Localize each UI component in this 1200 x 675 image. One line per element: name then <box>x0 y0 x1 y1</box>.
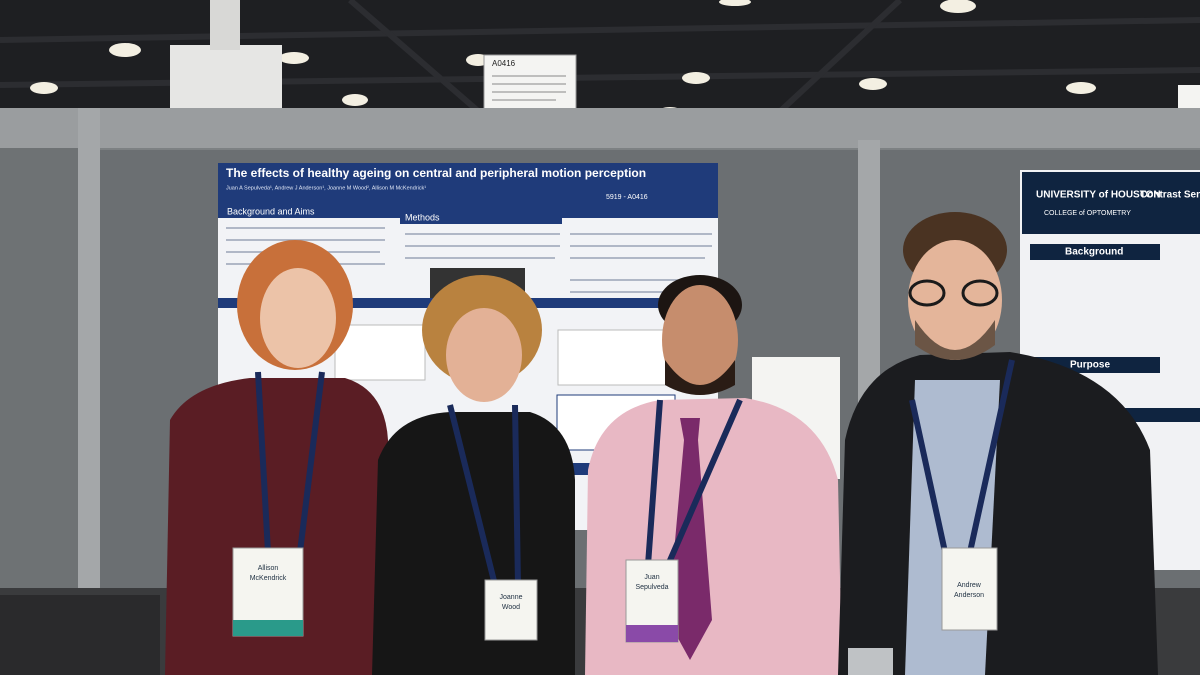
right-poster-header <box>1022 172 1200 234</box>
badge-first: Allison <box>258 565 279 572</box>
panel-post <box>78 108 100 588</box>
panel-top-rail <box>0 108 1200 148</box>
lanyard <box>645 398 743 567</box>
person-body <box>372 412 575 675</box>
person-face <box>446 308 522 402</box>
section-title: Background <box>1065 247 1123 258</box>
light <box>682 72 710 84</box>
light <box>719 0 751 6</box>
light <box>859 78 887 90</box>
sign-lines <box>492 75 566 101</box>
lanyard <box>909 359 1015 553</box>
poster-plot <box>334 324 426 381</box>
chair <box>0 595 160 675</box>
college: COLLEGE of OPTOMETRY <box>1044 210 1131 217</box>
badge-stripe <box>233 620 303 636</box>
tie <box>668 418 712 660</box>
sign-code: A0416 <box>492 59 516 68</box>
light <box>279 52 309 64</box>
badge-last: Anderson <box>954 592 984 599</box>
right-poster-title: Contrast Sen <box>1140 190 1200 201</box>
section-title: Purpose <box>1070 360 1110 371</box>
light <box>940 0 976 13</box>
cup <box>848 648 893 675</box>
light <box>109 43 141 57</box>
light <box>342 94 368 106</box>
badge-first: Andrew <box>957 582 982 589</box>
lanyard <box>255 371 325 553</box>
sign-board <box>483 54 577 116</box>
badge-last: McKendrick <box>250 575 287 582</box>
poster-plot <box>557 329 669 386</box>
badge <box>484 579 538 641</box>
section-header <box>222 205 390 218</box>
badge-last: Wood <box>502 604 520 611</box>
university: UNIVERSITY of HOUSTON <box>1036 190 1161 201</box>
glasses <box>908 279 999 307</box>
poster-code: 5919 - A0416 <box>606 194 648 201</box>
person-face <box>908 240 1002 360</box>
light <box>30 82 58 94</box>
section-header <box>1030 244 1160 260</box>
panel-left <box>0 148 88 588</box>
person-body <box>585 398 842 675</box>
badge <box>941 547 998 631</box>
badge-first: Joanne <box>500 594 523 601</box>
person-beard <box>915 320 995 360</box>
badge-first: Juan <box>644 574 659 581</box>
poster-authors: Juan A Sepulveda¹, Andrew J Anderson¹, J… <box>226 185 426 191</box>
person-beard <box>665 360 735 395</box>
light <box>1066 82 1096 94</box>
section-title: Methods <box>405 212 440 222</box>
badge-last: Sepulveda <box>635 584 668 591</box>
person-body <box>165 378 388 675</box>
badge-stripe <box>626 625 678 642</box>
lens <box>961 279 999 307</box>
beam <box>0 17 1200 43</box>
lanyard <box>447 404 521 586</box>
poster-body-text <box>226 227 712 293</box>
person-face <box>260 268 336 368</box>
poster-title: The effects of healthy ageing on central… <box>226 166 646 180</box>
section-header <box>400 211 562 224</box>
person-face <box>662 285 738 395</box>
section-header <box>1120 408 1200 422</box>
lens <box>908 279 946 307</box>
ceiling-pillar <box>170 45 282 117</box>
section-title: Background and Aims <box>227 206 315 216</box>
ceiling-pole <box>210 0 240 50</box>
